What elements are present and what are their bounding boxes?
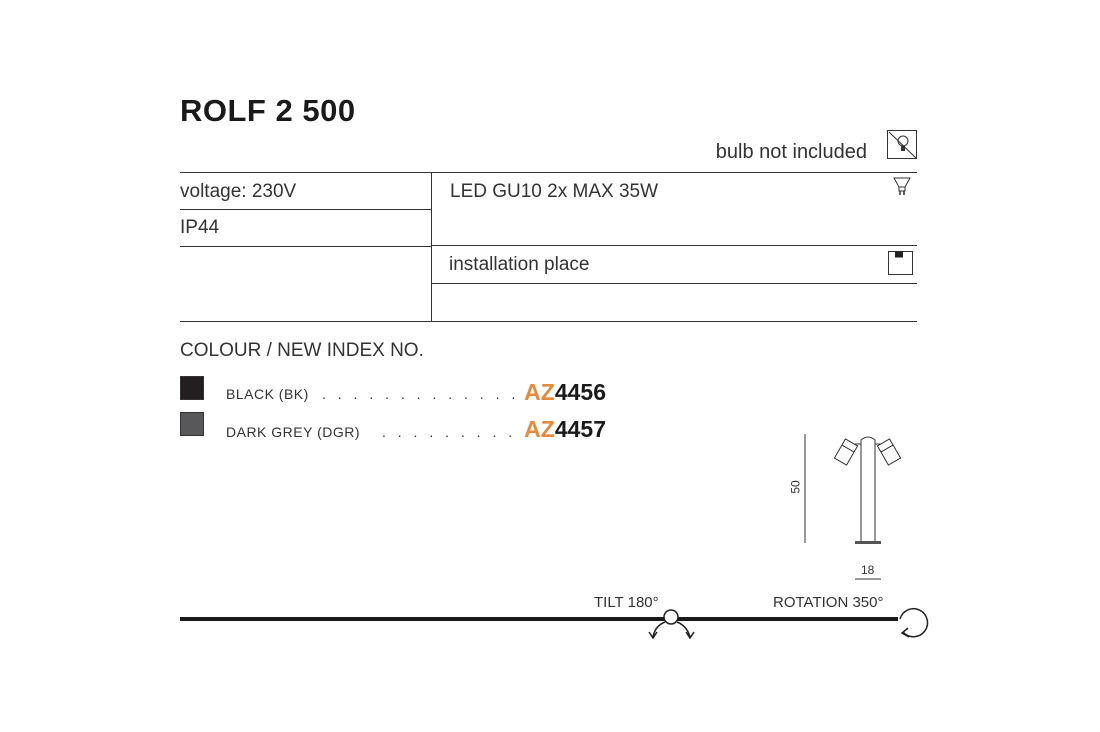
installation-place: installation place (449, 254, 590, 275)
row-rule (180, 246, 431, 247)
index-code: AZ4457 (524, 416, 606, 443)
pole-drawing (833, 436, 902, 544)
rotation-icon (899, 607, 929, 638)
gu10-bulb-icon (893, 177, 911, 195)
swatch-dark-grey (180, 412, 204, 436)
swatch-black (180, 376, 204, 400)
rotation-label: ROTATION 350° (773, 594, 884, 611)
index-code: AZ4456 (524, 379, 606, 406)
row-rule (431, 283, 917, 284)
table-divider (431, 172, 432, 321)
width-value: 18 (861, 563, 875, 577)
row-rule (431, 245, 917, 246)
code-number: 4457 (554, 416, 606, 442)
table-bottom-rule (180, 321, 917, 322)
light-source: LED GU10 2x MAX 35W (450, 181, 659, 202)
tilt-icon (648, 609, 695, 640)
height-value: 50 (788, 480, 803, 494)
code-number: 4456 (554, 379, 606, 405)
bulb-note: bulb not included (715, 141, 867, 163)
table-top-rule (180, 172, 917, 173)
code-prefix: AZ (524, 379, 555, 405)
row-rule (180, 209, 431, 210)
ceiling-mount-icon (888, 251, 913, 275)
colour-heading: COLOUR / NEW INDEX NO. (180, 340, 424, 361)
leader-dots: . . . . . . . . . . (382, 424, 532, 440)
voltage: voltage: 230V (180, 181, 297, 202)
colour-name: DARK GREY (DGR) (226, 424, 361, 440)
colour-name: BLACK (BK) (226, 386, 309, 402)
leader-dots: . . . . . . . . . . . . . (322, 386, 520, 402)
ip-rating: IP44 (180, 217, 220, 238)
tilt-label: TILT 180° (594, 594, 659, 611)
no-bulb-icon (887, 130, 917, 159)
code-prefix: AZ (524, 416, 555, 442)
product-title: ROLF 2 500 (180, 93, 356, 128)
